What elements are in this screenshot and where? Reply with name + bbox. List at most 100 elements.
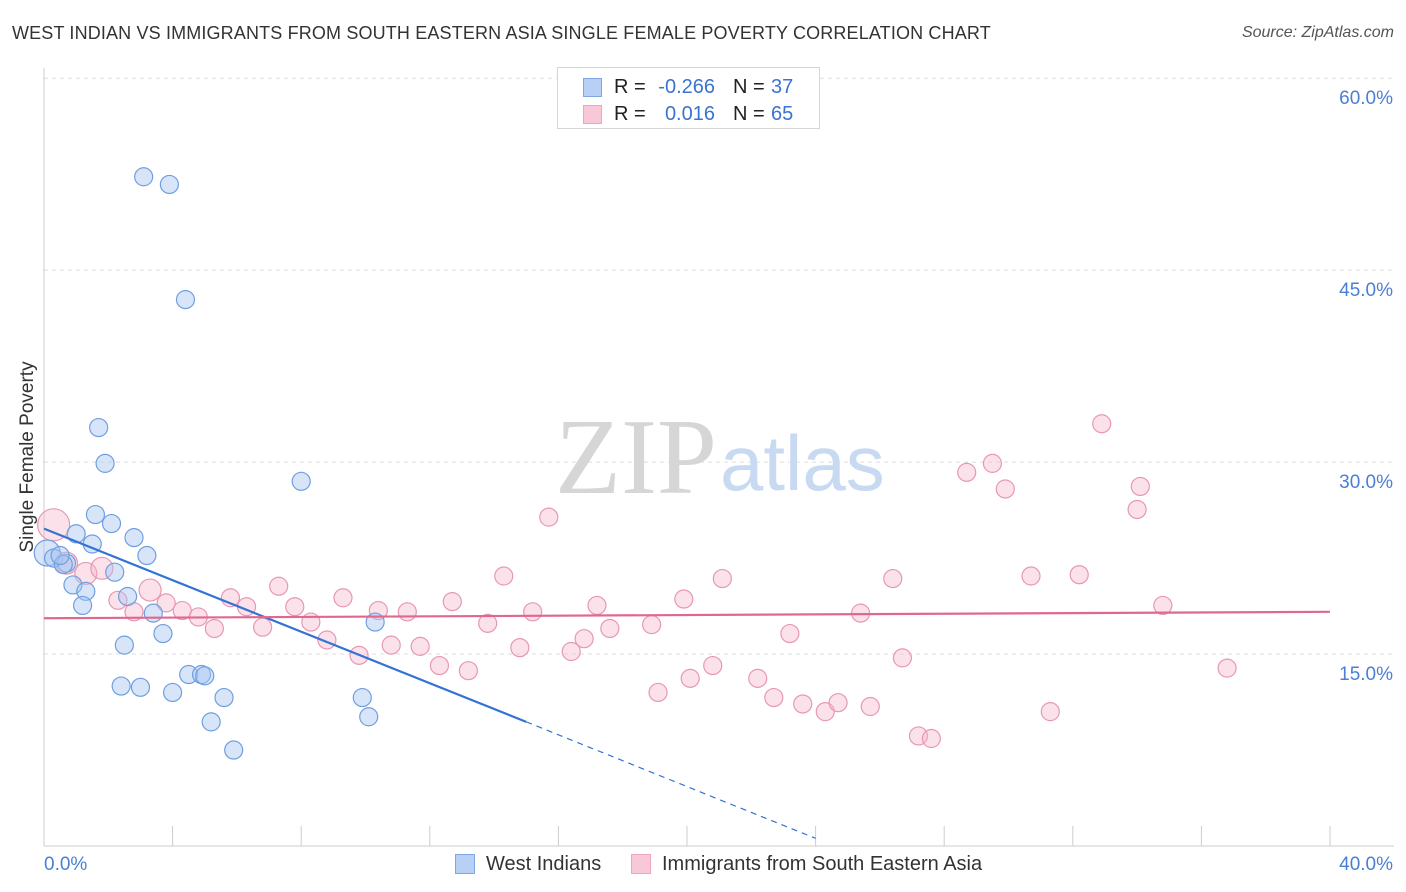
west-indians-point: [163, 682, 183, 703]
west-indians-point: [101, 513, 122, 534]
axes: [43, 68, 1394, 847]
immigrants-point: [478, 613, 498, 633]
immigrants-point: [381, 635, 401, 655]
west-indians-point: [50, 545, 70, 566]
immigrants-point: [37, 508, 71, 542]
immigrants-legend-swatch: [631, 854, 651, 874]
west-indians-point: [56, 553, 77, 573]
immigrants-point: [1217, 658, 1237, 678]
west-indians-swatch: [583, 78, 602, 97]
y-tick-label: 45.0%: [1339, 280, 1393, 301]
immigrants-point: [494, 566, 514, 586]
west-indians-trend-line: [43, 527, 527, 723]
immigrants-point: [510, 638, 530, 658]
chart-title: WEST INDIAN VS IMMIGRANTS FROM SOUTH EAS…: [12, 23, 991, 43]
watermark-atlas: atlas: [720, 419, 885, 507]
immigrants-point: [680, 668, 700, 688]
n-label: N =: [733, 103, 765, 125]
y-axis-label: Single Female Poverty: [17, 361, 38, 553]
immigrants-point: [429, 655, 450, 676]
immigrants-point: [764, 687, 784, 708]
west-indians-point: [66, 524, 86, 544]
immigrants-point: [523, 602, 543, 622]
west-indians-point: [153, 623, 173, 644]
west-indians-point: [159, 174, 179, 195]
r-value: 0.016: [664, 103, 715, 125]
west-indians-point: [195, 666, 215, 686]
immigrants-point: [458, 661, 478, 681]
west-indians-trend-line-extension: [526, 721, 816, 839]
west-indians-point: [130, 677, 151, 697]
immigrants-point: [1153, 595, 1173, 616]
west-indians-point: [111, 676, 131, 696]
immigrants-point: [138, 578, 162, 602]
immigrants-point: [1127, 499, 1147, 520]
west-indians-point: [224, 740, 244, 760]
x-tick-label-min: 0.0%: [44, 854, 87, 875]
west-indians-point: [95, 453, 115, 473]
immigrants-point: [1069, 565, 1089, 585]
immigrants-point: [642, 615, 662, 635]
immigrants-point: [828, 693, 848, 713]
immigrants-point: [703, 655, 723, 676]
immigrants-point: [1130, 476, 1150, 497]
west-indians-point: [137, 545, 157, 566]
immigrants-point: [1092, 414, 1112, 434]
immigrants-point: [995, 479, 1015, 499]
immigrants-point: [108, 590, 128, 610]
n-value: 37: [771, 76, 794, 98]
immigrants-point: [1021, 566, 1041, 586]
immigrants-point: [587, 595, 607, 616]
immigrants-point: [793, 694, 813, 714]
immigrants-point: [574, 629, 594, 649]
west-indians-point: [33, 539, 61, 567]
immigrants-point: [712, 568, 732, 589]
west-indians-point: [291, 471, 311, 491]
y-tick-label: 60.0%: [1339, 88, 1393, 109]
immigrants-point: [397, 602, 417, 622]
west-indians-point: [76, 581, 96, 601]
immigrants-point: [860, 696, 880, 717]
immigrants-point: [957, 462, 977, 482]
immigrants-point: [90, 556, 114, 580]
stats-legend-box: R = -0.266 N = 37 R = 0.016 N = 65: [557, 67, 820, 129]
n-value: 65: [771, 103, 794, 125]
west-indians-point: [191, 664, 212, 685]
west-indians-point: [201, 712, 221, 732]
x-tick-label-max: 40.0%: [1339, 854, 1393, 875]
west-indians-point: [143, 603, 163, 623]
immigrants-point: [648, 682, 668, 703]
y-tick-label: 15.0%: [1339, 664, 1393, 685]
immigrants-point: [674, 589, 694, 609]
west-indians-point: [124, 528, 144, 548]
west-indians-point: [114, 635, 134, 655]
legend-label: Immigrants from South Eastern Asia: [662, 853, 983, 875]
immigrants-point: [600, 618, 620, 639]
immigrants-point: [1040, 702, 1060, 722]
source-credit: Source: ZipAtlas.com: [1241, 24, 1394, 41]
immigrants-point: [780, 623, 800, 644]
immigrants-point: [442, 591, 462, 612]
west-indians-point: [352, 687, 372, 708]
west-indians-point: [105, 562, 125, 582]
west-indians-point: [85, 504, 106, 525]
stats-row-immigrants: R = 0.016 N = 65: [558, 102, 821, 126]
n-label: N =: [733, 76, 765, 98]
immigrants-point: [982, 453, 1003, 473]
immigrants-point: [156, 593, 176, 613]
watermark: ZIP atlas: [555, 398, 885, 517]
west-indians-point: [117, 586, 138, 607]
immigrants-point: [285, 597, 305, 617]
west-indians-point: [72, 595, 93, 616]
west-indians-point: [359, 707, 379, 727]
immigrants-trend-line: [43, 610, 1331, 620]
r-label: R =: [614, 76, 646, 98]
trend-lines: [43, 527, 1331, 839]
immigrants-point: [368, 600, 388, 621]
r-value: -0.266: [658, 76, 715, 98]
west-indians-point: [89, 417, 109, 438]
immigrants-point: [883, 568, 903, 589]
immigrants-point: [921, 728, 941, 749]
immigrants-point: [253, 617, 273, 637]
